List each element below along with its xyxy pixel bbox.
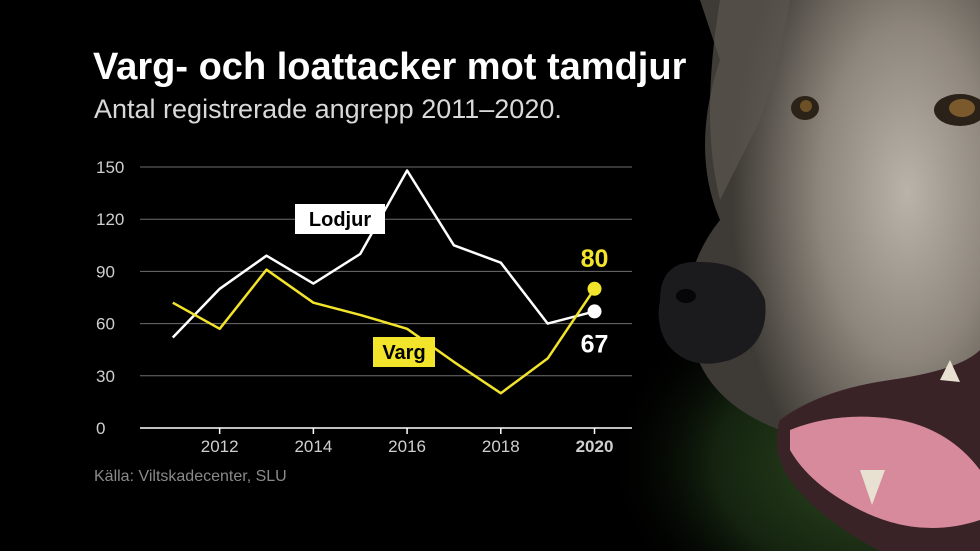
series-labels: 80 67 Lodjur Varg (295, 204, 608, 367)
source-note: Källa: Viltskadecenter, SLU (94, 468, 287, 485)
end-value-varg: 80 (581, 245, 609, 273)
x-tick-label: 2014 (294, 437, 332, 456)
chart-title: Varg- och loattacker mot tamdjur (93, 46, 687, 88)
series-name: Varg (382, 342, 425, 364)
chart-subtitle: Antal registrerade angrepp 2011–2020. (94, 94, 562, 124)
end-value-lodjur: 67 (581, 330, 609, 358)
series-line-varg (172, 268, 596, 395)
x-tick-label: 2020 (576, 437, 614, 456)
y-axis-ticks: 0 30 60 90 120 150 (96, 158, 124, 438)
series-name: Lodjur (309, 209, 371, 231)
y-tick-label: 90 (96, 262, 115, 281)
series-line-lodjur (171, 169, 595, 339)
endpoint-marker-varg (587, 281, 602, 296)
y-tick-label: 150 (96, 158, 124, 177)
y-tick-label: 30 (96, 367, 115, 386)
y-tick-label: 60 (96, 315, 115, 334)
series-label-lodjur: Lodjur (295, 204, 385, 234)
y-tick-label: 120 (96, 210, 124, 229)
y-tick-label: 0 (96, 419, 105, 438)
x-axis-ticks: 2012 2014 2016 2018 2020 (201, 428, 614, 456)
x-tick-label: 2012 (201, 437, 239, 456)
endpoint-marker-lodjur (587, 304, 602, 319)
x-tick-label: 2016 (388, 437, 426, 456)
x-tick-label: 2018 (482, 437, 520, 456)
series-label-varg: Varg (373, 337, 435, 367)
